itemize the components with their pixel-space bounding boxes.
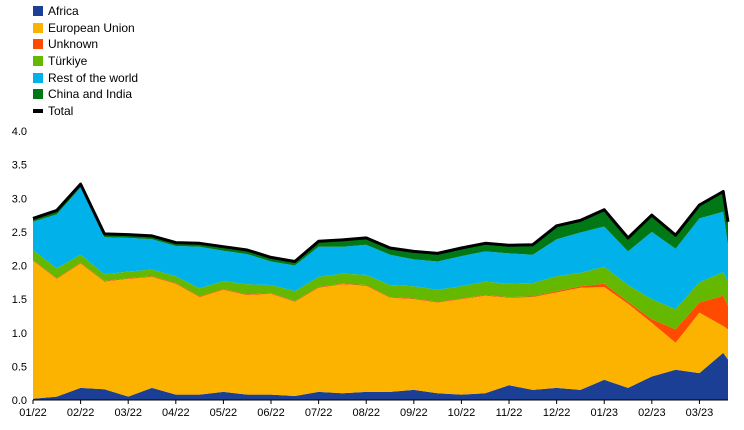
legend-item-total: Total	[33, 103, 138, 120]
stacked-areas	[33, 184, 728, 400]
x-tick-label: 02/22	[67, 407, 95, 419]
y-tick-label: 0.5	[12, 361, 27, 373]
total-line	[32, 182, 730, 263]
x-tick-label: 12/22	[543, 407, 571, 419]
area-t-rkiye	[33, 250, 728, 330]
legend-item-eu: European Union	[33, 20, 138, 37]
legend-swatch-eu	[33, 22, 43, 33]
area-european-union	[33, 260, 728, 399]
y-tick-label: 1.5	[12, 294, 27, 306]
x-tick-label: 01/23	[590, 407, 618, 419]
x-tick-label: 01/22	[19, 407, 47, 419]
y-tick-label: 2.5	[12, 227, 27, 239]
x-tick-label: 03/22	[114, 407, 142, 419]
x-tick-label: 10/22	[448, 407, 476, 419]
x-tick-label: 08/22	[352, 407, 380, 419]
legend-label: Africa	[48, 4, 79, 19]
x-tick-label: 04/22	[162, 407, 190, 419]
x-tick-label: 05/22	[210, 407, 238, 419]
legend-label: Unknown	[48, 37, 99, 52]
area-rest-of-the-world	[33, 187, 728, 310]
legend-swatch-turkiye	[33, 56, 43, 67]
x-tick-label: 09/22	[400, 407, 428, 419]
legend-label: Türkiye	[48, 54, 88, 69]
axes: 0.0 0.5 1.0 1.5 2.0 2.5 3.0 3.5 4.0 01/22 02/22 03/…	[12, 126, 728, 419]
y-tick-label: 4.0	[12, 126, 27, 138]
legend-swatch-rest	[33, 72, 43, 83]
legend-item-turkiye: Türkiye	[33, 53, 138, 70]
x-tick-label: 06/22	[257, 407, 285, 419]
y-tick-label: 3.0	[12, 193, 27, 205]
legend-item-unknown: Unknown	[33, 36, 138, 53]
legend-swatch-unknown	[33, 39, 43, 50]
total-series	[32, 182, 730, 263]
x-tick-label: 02/23	[638, 407, 666, 419]
x-tick-label: 11/22	[496, 407, 523, 419]
legend-item-africa: Africa	[33, 3, 138, 20]
y-tick-label: 3.5	[12, 160, 27, 172]
legend-swatch-africa	[33, 6, 43, 17]
x-tick-label: 07/22	[305, 407, 333, 419]
y-tick-label: 1.0	[12, 328, 27, 340]
y-tick-label: 0.0	[12, 395, 27, 407]
legend-label: Total	[48, 103, 74, 118]
legend-label: Rest of the world	[48, 70, 139, 85]
y-tick-label: 2.0	[12, 261, 27, 273]
legend-label: European Union	[48, 20, 135, 35]
x-tick-label: 03/23	[686, 407, 714, 419]
legend-swatch-total	[33, 108, 43, 113]
legend-item-rest-of-world: Rest of the world	[33, 69, 138, 86]
legend-item-china-india: China and India	[33, 86, 138, 103]
legend-swatch-china-india	[33, 89, 43, 100]
legend-label: China and India	[48, 87, 133, 102]
chart-legend: Africa European Union Unknown Türkiye Re…	[33, 3, 138, 119]
area-africa	[33, 352, 728, 400]
